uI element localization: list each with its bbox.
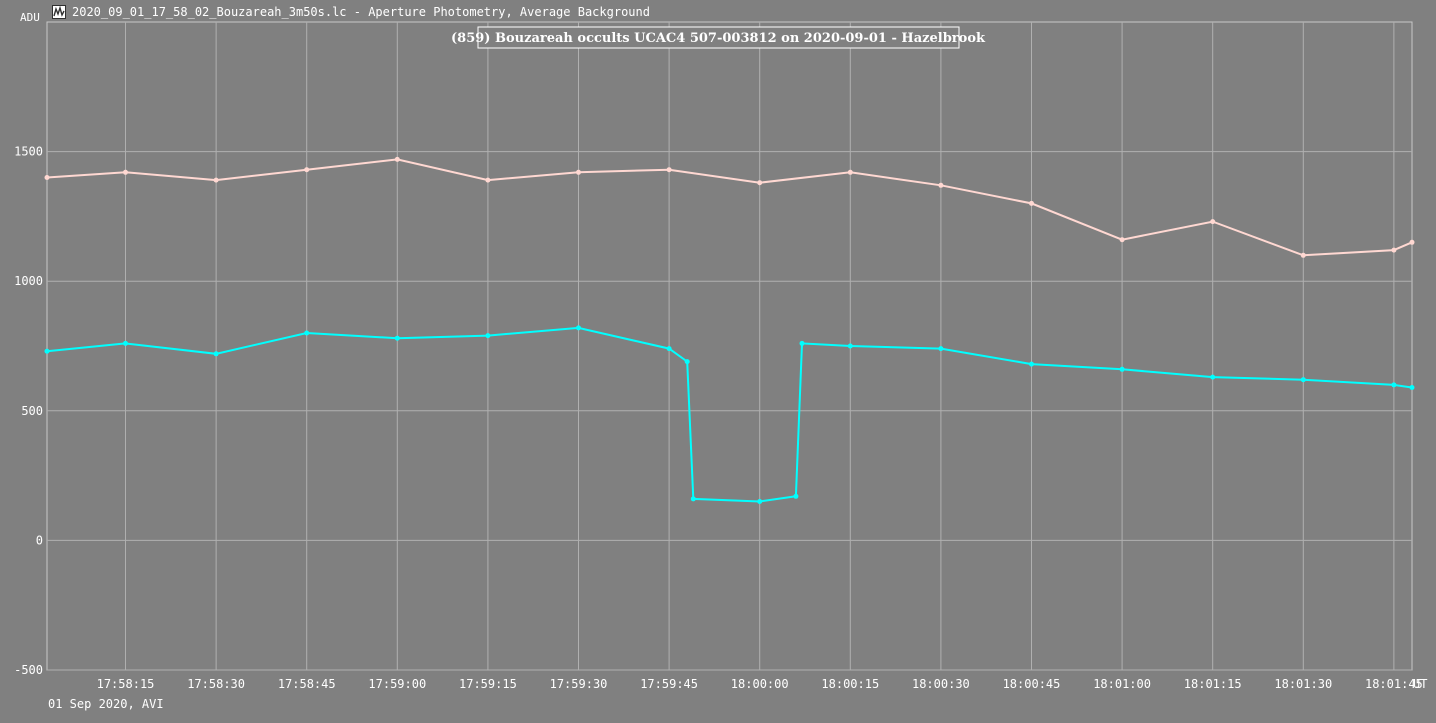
grid-lines bbox=[47, 22, 1412, 671]
data-point bbox=[1300, 252, 1306, 258]
series-2 bbox=[44, 325, 1415, 504]
data-point bbox=[847, 343, 853, 349]
y-tick-label: 0 bbox=[36, 533, 43, 547]
data-point bbox=[757, 499, 763, 504]
x-tick-label: 17:59:15 bbox=[459, 677, 517, 691]
data-point bbox=[1029, 200, 1034, 206]
data-point bbox=[1119, 366, 1125, 372]
data-point bbox=[123, 169, 128, 175]
data-point bbox=[1210, 219, 1216, 225]
chart-title-frame bbox=[477, 26, 960, 49]
y-tick-label: 1500 bbox=[14, 145, 43, 159]
x-tick-label: 18:01:30 bbox=[1274, 677, 1332, 691]
lightcurve-app-icon bbox=[52, 5, 66, 19]
series-1 bbox=[44, 156, 1415, 258]
data-point bbox=[44, 348, 50, 354]
x-tick-label: 18:00:15 bbox=[821, 677, 879, 691]
data-point bbox=[1210, 374, 1216, 380]
y-axis-label: ADU bbox=[20, 11, 40, 24]
window-title: 2020_09_01_17_58_02_Bouzareah_3m50s.lc -… bbox=[72, 5, 650, 19]
data-point bbox=[799, 340, 805, 346]
data-point bbox=[1119, 237, 1125, 243]
data-point bbox=[666, 346, 672, 352]
y-tick-label: -500 bbox=[14, 663, 43, 677]
data-point bbox=[576, 169, 581, 175]
data-point bbox=[1391, 382, 1397, 388]
x-axis-unit: UT bbox=[1413, 677, 1427, 691]
x-tick-label: 18:00:30 bbox=[912, 677, 970, 691]
series-layer bbox=[44, 156, 1415, 504]
data-point bbox=[123, 340, 128, 346]
x-tick-label: 18:01:15 bbox=[1184, 677, 1242, 691]
data-point bbox=[213, 177, 219, 183]
footer-note: 01 Sep 2020, AVI bbox=[48, 697, 164, 711]
data-point bbox=[1409, 385, 1415, 390]
x-tick-label: 17:58:15 bbox=[97, 677, 155, 691]
plot-area bbox=[46, 21, 1413, 671]
chart-title-box: (859) Bouzareah occults UCAC4 507-003812… bbox=[451, 26, 986, 49]
data-point bbox=[44, 175, 50, 180]
data-point bbox=[213, 351, 219, 357]
data-point bbox=[690, 496, 696, 502]
data-point bbox=[485, 333, 491, 339]
data-point bbox=[684, 359, 690, 365]
data-point bbox=[847, 169, 853, 175]
y-tick-label: 1000 bbox=[14, 274, 43, 288]
x-tick-label: 18:00:45 bbox=[1003, 677, 1061, 691]
tick-labels: -500 0 500 1000 1500 17:58:15 17:58:30 17:58:45… bbox=[14, 145, 1423, 691]
data-point bbox=[938, 346, 944, 352]
data-point bbox=[394, 335, 400, 341]
data-point bbox=[576, 325, 581, 331]
x-tick-label: 18:01:00 bbox=[1093, 677, 1151, 691]
data-point bbox=[304, 330, 310, 336]
y-tick-label: 500 bbox=[21, 404, 43, 418]
x-tick-label: 18:01:45 bbox=[1365, 677, 1423, 691]
x-tick-label: 17:59:45 bbox=[640, 677, 698, 691]
data-point bbox=[1029, 361, 1034, 367]
chart-title: (859) Bouzareah occults UCAC4 507-003812… bbox=[451, 31, 986, 46]
data-point bbox=[1300, 377, 1306, 383]
data-point bbox=[757, 180, 763, 186]
data-point bbox=[394, 156, 400, 162]
x-tick-label: 17:58:30 bbox=[187, 677, 245, 691]
x-tick-label: 17:59:30 bbox=[550, 677, 608, 691]
x-tick-label: 18:00:00 bbox=[731, 677, 789, 691]
data-point bbox=[304, 167, 310, 173]
x-tick-label: 17:58:45 bbox=[278, 677, 336, 691]
window-header: 2020_09_01_17_58_02_Bouzareah_3m50s.lc -… bbox=[52, 3, 650, 21]
data-point bbox=[1409, 239, 1415, 245]
data-point bbox=[793, 493, 799, 499]
x-tick-label: 17:59:00 bbox=[368, 677, 426, 691]
data-point bbox=[485, 177, 491, 183]
data-point bbox=[666, 167, 672, 173]
data-point bbox=[1391, 247, 1397, 253]
data-point bbox=[938, 182, 944, 188]
